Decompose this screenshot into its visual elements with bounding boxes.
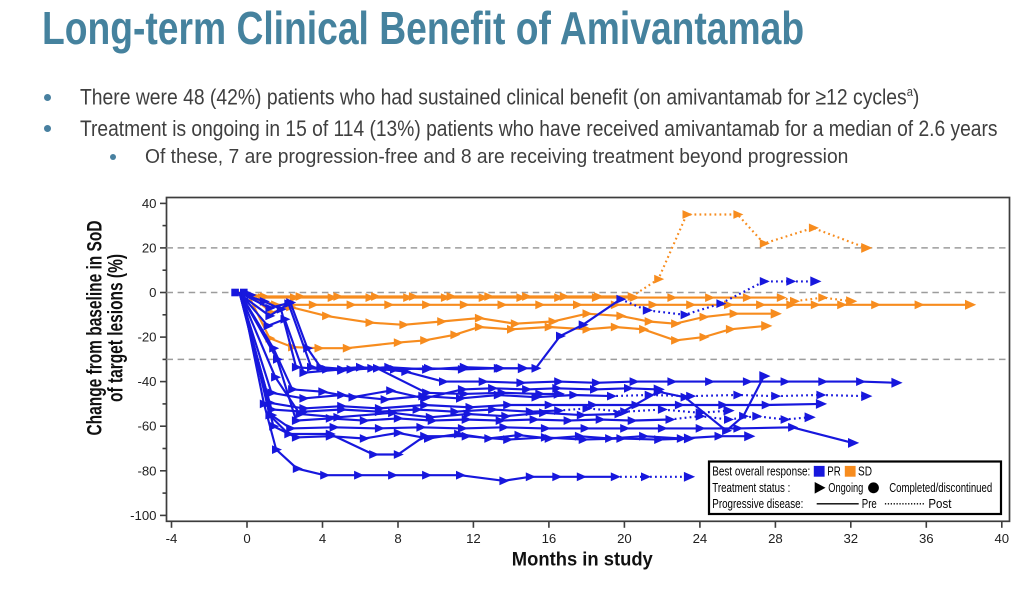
svg-text:of target lesions (%): of target lesions (%) [105, 254, 128, 402]
svg-text:36: 36 [919, 531, 934, 546]
svg-text:PR: PR [827, 465, 841, 479]
svg-text:Treatment status :: Treatment status : [712, 481, 790, 495]
svg-text:20: 20 [142, 240, 157, 255]
svg-text:-80: -80 [137, 463, 156, 478]
svg-text:32: 32 [843, 531, 858, 546]
svg-text:SD: SD [858, 465, 872, 479]
svg-text:Best overall response:: Best overall response: [712, 465, 810, 479]
svg-text:Months in study: Months in study [512, 549, 653, 571]
svg-text:12: 12 [466, 531, 481, 546]
svg-text:-20: -20 [137, 330, 156, 345]
svg-text:20: 20 [617, 531, 632, 546]
svg-text:Ongoing: Ongoing [828, 481, 863, 495]
svg-text:4: 4 [319, 531, 326, 546]
svg-text:Progressive disease:: Progressive disease: [712, 497, 803, 511]
svg-text:40: 40 [142, 196, 157, 211]
svg-text:-100: -100 [130, 508, 156, 523]
svg-text:-40: -40 [137, 374, 156, 389]
svg-text:16: 16 [542, 531, 557, 546]
svg-text:24: 24 [693, 531, 708, 546]
svg-text:Completed/discontinued: Completed/discontinued [889, 481, 992, 495]
svg-text:-60: -60 [137, 419, 156, 434]
svg-text:0: 0 [149, 285, 156, 300]
svg-text:Pre: Pre [862, 497, 877, 511]
svg-text:Change from baseline in SoD: Change from baseline in SoD [84, 221, 107, 436]
svg-text:28: 28 [768, 531, 783, 546]
svg-text:Post: Post [928, 497, 951, 511]
svg-text:-4: -4 [166, 531, 178, 546]
svg-text:40: 40 [994, 531, 1009, 546]
svg-text:8: 8 [394, 531, 401, 546]
svg-text:0: 0 [243, 531, 250, 546]
